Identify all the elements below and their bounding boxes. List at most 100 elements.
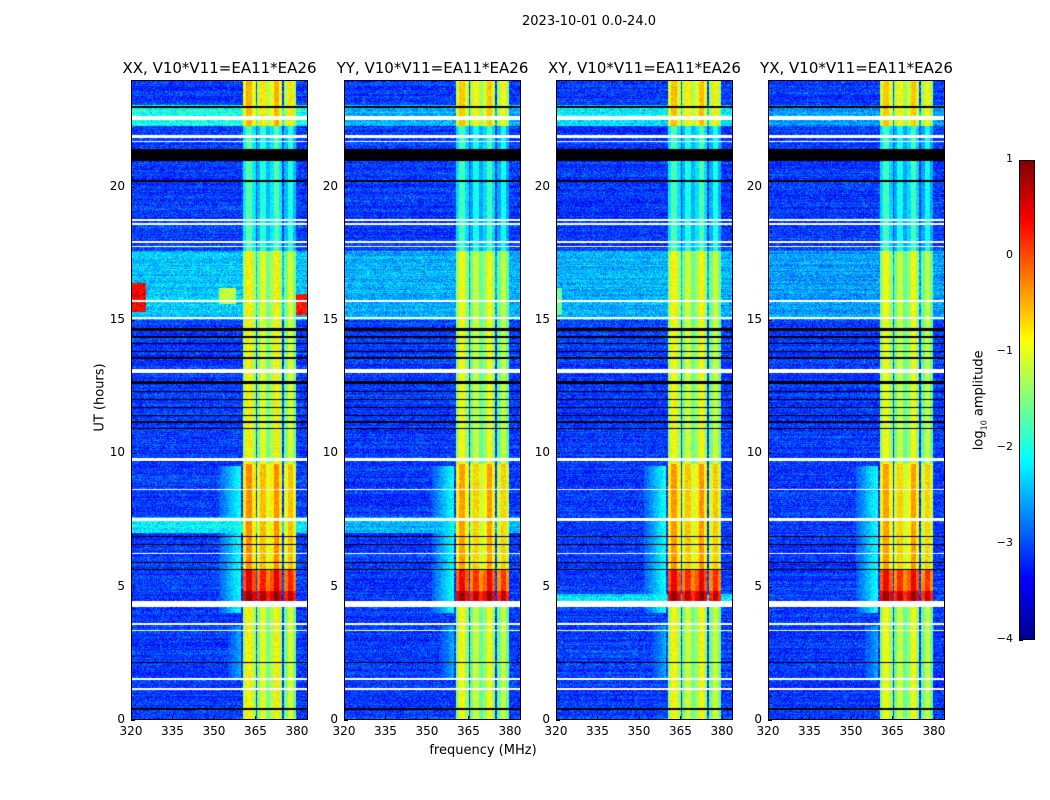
x-tick-label: 380	[922, 724, 946, 738]
y-tick-mark	[556, 320, 560, 321]
colorbar-tick-label: −2	[996, 440, 1013, 453]
x-tick-mark	[721, 716, 723, 720]
y-tick-mark	[768, 320, 772, 321]
heatmap-cells	[345, 81, 520, 719]
y-tick-mark	[131, 320, 135, 321]
figure-title: 2023-10-01 0.0-24.0	[522, 14, 656, 29]
x-tick-mark	[172, 716, 174, 720]
x-tick-label: 380	[710, 724, 734, 738]
y-tick-label: 5	[330, 578, 338, 593]
x-tick-mark	[680, 716, 682, 720]
y-tick-label: 0	[117, 712, 125, 726]
x-tick-label: 365	[244, 724, 267, 738]
x-tick-mark	[255, 716, 257, 720]
y-tick-label: 15	[109, 312, 125, 326]
y-tick-mark	[556, 720, 560, 721]
x-tick-mark	[344, 716, 345, 720]
y-tick-mark	[131, 453, 135, 455]
x-tick-mark	[809, 716, 811, 720]
colorbar	[1019, 160, 1035, 640]
heatmap-cells	[557, 81, 732, 719]
y-tick-mark	[556, 453, 560, 455]
y-tick-label: 5	[754, 578, 762, 593]
x-tick-mark	[597, 716, 599, 720]
colorbar-tick-label: −1	[996, 344, 1013, 357]
y-tick-mark	[131, 186, 135, 188]
y-tick-mark	[556, 186, 560, 188]
spectrogram-panel	[131, 80, 308, 720]
panel-title: YY, V10*V11=EA11*EA26	[336, 59, 529, 77]
x-tick-mark	[213, 716, 215, 720]
x-tick-label: 320	[332, 724, 356, 738]
x-tick-mark	[131, 716, 132, 720]
x-tick-mark	[468, 716, 470, 720]
y-tick-label: 0	[754, 712, 762, 726]
y-tick-label: 15	[534, 312, 550, 326]
spectrogram-panel	[556, 80, 733, 720]
x-tick-mark	[509, 716, 511, 720]
panel-title: XY, V10*V11=EA11*EA26	[548, 59, 741, 77]
x-tick-mark	[426, 716, 428, 720]
colorbar-label: log10 amplitude	[971, 350, 989, 451]
panel-title: YX, V10*V11=EA11*EA26	[760, 59, 953, 77]
x-tick-mark	[892, 716, 894, 720]
y-tick-label: 0	[542, 712, 550, 726]
x-tick-label: 350	[415, 724, 439, 738]
x-tick-mark	[296, 716, 298, 720]
x-tick-mark	[850, 716, 852, 720]
y-tick-mark	[556, 586, 560, 588]
spectrogram-panel	[768, 80, 945, 720]
y-tick-label: 10	[322, 445, 338, 460]
y-tick-label: 10	[746, 445, 762, 460]
x-tick-label: 350	[627, 724, 651, 738]
y-tick-label: 20	[746, 178, 762, 193]
x-axis-label: frequency (MHz)	[429, 743, 537, 758]
y-tick-label: 10	[534, 445, 550, 460]
x-tick-label: 365	[457, 724, 480, 738]
y-tick-mark	[344, 320, 348, 321]
x-tick-mark	[385, 716, 387, 720]
y-tick-label: 20	[109, 178, 125, 193]
y-tick-mark	[344, 720, 348, 721]
x-tick-label: 335	[374, 724, 397, 738]
x-tick-label: 335	[798, 724, 821, 738]
y-tick-mark	[768, 186, 772, 188]
x-tick-label: 320	[544, 724, 568, 738]
colorbar-tick-label: 1	[1006, 152, 1013, 165]
x-tick-label: 335	[161, 724, 184, 738]
x-tick-label: 365	[669, 724, 692, 738]
y-tick-mark	[768, 720, 772, 721]
y-tick-label: 15	[322, 312, 338, 326]
y-tick-mark	[344, 453, 348, 455]
y-tick-mark	[131, 720, 135, 721]
x-tick-mark	[556, 716, 557, 720]
x-tick-label: 350	[839, 724, 863, 738]
x-tick-label: 335	[586, 724, 609, 738]
x-tick-label: 320	[756, 724, 780, 738]
colorbar-tick-label: −4	[996, 632, 1013, 645]
x-tick-label: 380	[285, 724, 309, 738]
x-tick-mark	[638, 716, 640, 720]
colorbar-tick-mark	[1019, 640, 1023, 641]
y-tick-mark	[344, 586, 348, 588]
x-tick-label: 350	[202, 724, 226, 738]
colorbar-tick-label: 0	[1006, 248, 1013, 261]
y-tick-label: 15	[746, 312, 762, 326]
y-axis-label: UT (hours)	[92, 363, 108, 432]
y-tick-label: 5	[542, 578, 550, 593]
x-tick-label: 320	[119, 724, 143, 738]
y-tick-label: 20	[534, 178, 550, 193]
x-tick-mark	[768, 716, 769, 720]
x-tick-mark	[933, 716, 935, 720]
y-tick-label: 20	[322, 178, 338, 193]
y-tick-label: 5	[117, 578, 125, 593]
heatmap-cells	[132, 81, 307, 719]
y-tick-mark	[131, 586, 135, 588]
x-tick-label: 365	[881, 724, 904, 738]
y-tick-label: 10	[109, 445, 125, 460]
y-tick-mark	[768, 586, 772, 588]
heatmap-cells	[769, 81, 944, 719]
panel-title: XX, V10*V11=EA11*EA26	[122, 59, 317, 77]
x-tick-label: 380	[498, 724, 522, 738]
